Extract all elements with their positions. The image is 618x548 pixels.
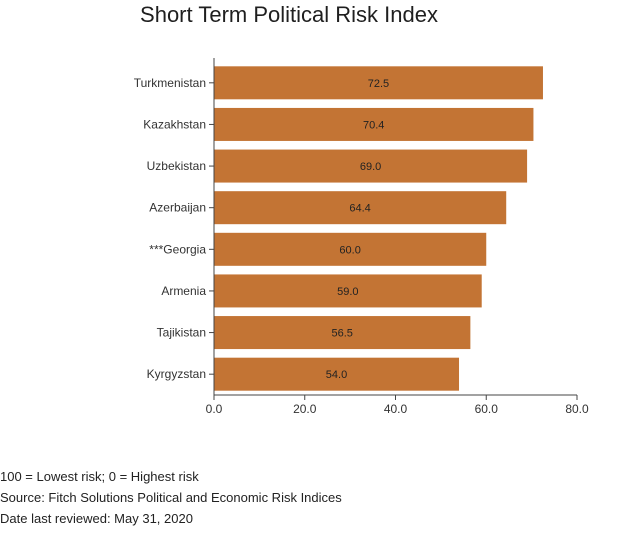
data-label: 64.4 bbox=[349, 203, 370, 215]
data-label: 59.0 bbox=[337, 286, 358, 298]
x-tick-label: 0.0 bbox=[206, 402, 223, 416]
x-tick-label: 80.0 bbox=[565, 402, 589, 416]
data-label: 60.0 bbox=[339, 244, 360, 256]
x-tick-label: 20.0 bbox=[293, 402, 317, 416]
scale-note: 100 = Lowest risk; 0 = Highest risk bbox=[0, 469, 199, 484]
bar bbox=[214, 357, 460, 391]
bar bbox=[214, 316, 471, 350]
category-label: Kyrgyzstan bbox=[147, 367, 206, 381]
category-label: Uzbekistan bbox=[147, 159, 206, 173]
bar bbox=[214, 149, 528, 183]
bar bbox=[214, 274, 482, 308]
category-label: Azerbaijan bbox=[149, 201, 206, 215]
bar-chart: Turkmenistan 72.5 Kazakhstan 70.4 Uzbekistan… bbox=[134, 58, 589, 416]
bar bbox=[214, 191, 507, 225]
data-label: 70.4 bbox=[363, 119, 384, 131]
bar bbox=[214, 66, 543, 100]
data-label: 56.5 bbox=[331, 328, 352, 340]
source-note: Source: Fitch Solutions Political and Ec… bbox=[0, 490, 342, 505]
category-label: ***Georgia bbox=[149, 242, 206, 256]
x-tick-label: 40.0 bbox=[384, 402, 408, 416]
bar bbox=[214, 107, 534, 141]
data-label: 54.0 bbox=[326, 369, 347, 381]
x-tick-label: 60.0 bbox=[475, 402, 499, 416]
bar bbox=[214, 232, 487, 266]
category-label: Kazakhstan bbox=[143, 117, 206, 131]
category-label: Armenia bbox=[161, 284, 206, 298]
chart-title: Short Term Political Risk Index bbox=[140, 2, 438, 27]
data-label: 69.0 bbox=[360, 161, 381, 173]
review-date-note: Date last reviewed: May 31, 2020 bbox=[0, 511, 193, 526]
category-label: Tajikistan bbox=[157, 326, 206, 340]
data-label: 72.5 bbox=[368, 78, 389, 90]
footnotes: 100 = Lowest risk; 0 = Highest risk Sour… bbox=[0, 466, 342, 529]
category-label: Turkmenistan bbox=[134, 76, 206, 90]
